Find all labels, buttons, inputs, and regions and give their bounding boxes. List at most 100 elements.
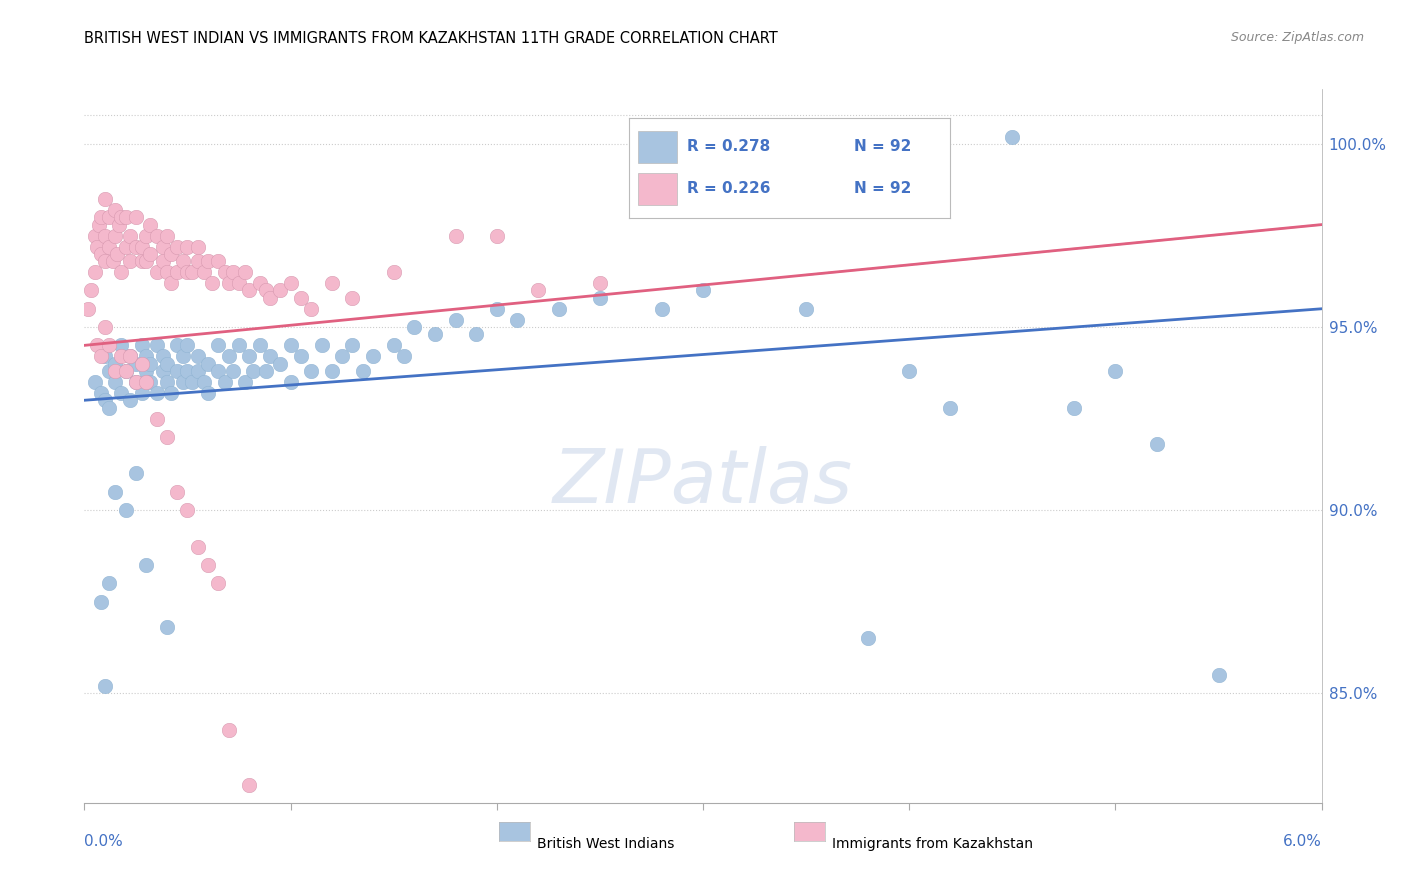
Point — [218, 349, 240, 363]
Point — [86, 338, 108, 352]
Point — [1208, 667, 1230, 681]
Point — [156, 620, 179, 634]
Text: British West Indians: British West Indians — [537, 837, 675, 851]
Point — [280, 338, 302, 352]
Point — [110, 338, 132, 352]
Point — [180, 375, 202, 389]
Point — [131, 254, 153, 268]
Point — [1104, 364, 1126, 378]
Point — [152, 239, 174, 253]
Point — [139, 218, 162, 232]
Point — [651, 301, 673, 316]
Point — [118, 228, 141, 243]
Point — [527, 284, 550, 298]
Point — [172, 375, 194, 389]
Point — [125, 467, 148, 481]
Point — [176, 364, 198, 378]
Point — [90, 349, 112, 363]
Point — [87, 218, 110, 232]
Point — [94, 393, 117, 408]
Point — [77, 301, 100, 316]
Point — [444, 312, 467, 326]
Point — [131, 338, 153, 352]
Point — [86, 239, 108, 253]
Point — [94, 349, 117, 363]
Point — [187, 540, 209, 554]
Point — [110, 265, 132, 279]
Point — [299, 364, 322, 378]
Point — [135, 254, 157, 268]
Point — [233, 375, 256, 389]
Point — [321, 276, 343, 290]
Point — [110, 349, 132, 363]
Point — [214, 265, 236, 279]
Point — [342, 338, 364, 352]
Point — [139, 375, 162, 389]
Point — [465, 327, 488, 342]
Point — [352, 364, 374, 378]
Point — [382, 338, 405, 352]
Text: 6.0%: 6.0% — [1282, 834, 1322, 849]
Point — [1001, 129, 1024, 144]
Point — [135, 558, 157, 572]
Point — [156, 430, 179, 444]
Text: R = 0.226: R = 0.226 — [686, 181, 770, 196]
Point — [311, 338, 333, 352]
Text: Source: ZipAtlas.com: Source: ZipAtlas.com — [1230, 31, 1364, 45]
Point — [160, 247, 183, 261]
Point — [342, 291, 364, 305]
Point — [139, 357, 162, 371]
Point — [254, 364, 277, 378]
Point — [114, 364, 136, 378]
Point — [280, 375, 302, 389]
Point — [114, 239, 136, 253]
Point — [90, 247, 112, 261]
Point — [90, 594, 112, 608]
Point — [90, 211, 112, 225]
Point — [187, 254, 209, 268]
Point — [104, 375, 127, 389]
Point — [176, 338, 198, 352]
Point — [218, 276, 240, 290]
Point — [506, 312, 529, 326]
Point — [114, 364, 136, 378]
Text: R = 0.278: R = 0.278 — [686, 139, 770, 154]
Point — [259, 291, 281, 305]
Point — [98, 239, 121, 253]
Point — [238, 284, 260, 298]
Point — [321, 364, 343, 378]
Point — [145, 386, 167, 401]
Point — [197, 386, 219, 401]
Point — [423, 327, 446, 342]
Point — [444, 228, 467, 243]
Point — [98, 211, 121, 225]
Point — [197, 558, 219, 572]
Point — [156, 375, 179, 389]
Point — [1063, 401, 1085, 415]
Text: N = 92: N = 92 — [853, 181, 911, 196]
Point — [114, 503, 136, 517]
Point — [114, 211, 136, 225]
Point — [135, 364, 157, 378]
Point — [187, 349, 209, 363]
Point — [125, 375, 148, 389]
Point — [166, 338, 188, 352]
Point — [172, 254, 194, 268]
Point — [104, 228, 127, 243]
Point — [856, 631, 879, 645]
Point — [110, 211, 132, 225]
Point — [187, 364, 209, 378]
Text: ZIPatlas: ZIPatlas — [553, 446, 853, 517]
Point — [131, 357, 153, 371]
Point — [176, 265, 198, 279]
Point — [233, 265, 256, 279]
Point — [118, 393, 141, 408]
Point — [589, 276, 612, 290]
Text: Immigrants from Kazakhstan: Immigrants from Kazakhstan — [832, 837, 1033, 851]
Point — [214, 375, 236, 389]
Point — [145, 338, 167, 352]
Point — [201, 276, 224, 290]
Point — [83, 228, 105, 243]
Point — [269, 284, 291, 298]
Point — [104, 357, 127, 371]
